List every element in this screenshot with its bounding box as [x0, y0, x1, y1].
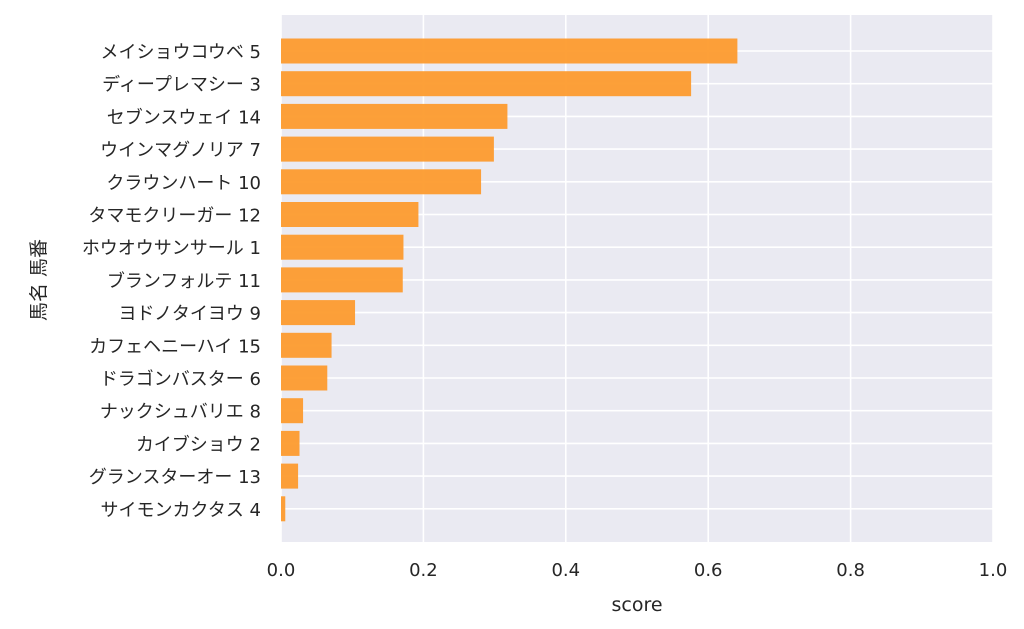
- y-tick-label: グランスターオー 13: [89, 467, 261, 488]
- y-tick-label: ブランフォルテ 11: [107, 270, 261, 292]
- y-tick-label: ウインマグノリア 7: [100, 140, 261, 161]
- bar: [281, 234, 404, 260]
- bar: [281, 136, 494, 162]
- y-tick-label: タマモクリーガー 12: [88, 206, 261, 227]
- y-tick-label: ヨドノタイヨウ 9: [119, 304, 261, 325]
- y-tick-label: ディープレマシー 3: [102, 75, 261, 96]
- x-tick-label: 0.2: [409, 560, 438, 581]
- bar: [281, 300, 356, 326]
- bar: [281, 332, 332, 358]
- bar: [281, 267, 403, 293]
- y-tick-label: ナックシュバリエ 8: [100, 402, 261, 423]
- bar: [281, 169, 482, 195]
- y-tick-label: ドラゴンバスター 6: [100, 369, 261, 390]
- y-tick-label: セブンスウェイ 14: [107, 106, 261, 128]
- y-tick-label: クラウンハート 10: [106, 173, 261, 194]
- x-tick-label: 0.6: [694, 560, 723, 581]
- y-tick-label: サイモンカクタス 4: [101, 500, 261, 521]
- bars: [281, 38, 738, 522]
- bar: [281, 398, 304, 424]
- y-tick-labels: メイショウコウベ 5 ディープレマシー 3 セブンスウェイ 14 ウインマグノリア 7…: [82, 42, 261, 521]
- y-tick-label: カイブショウ 2: [136, 433, 261, 455]
- x-tick-label: 0.8: [836, 560, 865, 581]
- x-tick-label: 1.0: [979, 560, 1008, 581]
- y-tick-label: カフェヘニーハイ 15: [89, 336, 261, 357]
- y-tick-label: メイショウコウベ 5: [101, 42, 261, 63]
- bar: [281, 202, 419, 227]
- bar: [281, 365, 328, 391]
- bar: [281, 103, 508, 129]
- bar: [281, 463, 299, 489]
- bar: [281, 38, 738, 64]
- x-axis-title: score: [611, 594, 662, 616]
- x-tick-label: 0.0: [267, 560, 296, 581]
- bar: [281, 430, 300, 456]
- bar: [281, 496, 286, 522]
- x-tick-label: 0.4: [551, 560, 580, 581]
- y-axis-title: 馬名 馬番: [28, 239, 50, 321]
- y-tick-label: ホウオウサンサール 1: [82, 238, 261, 259]
- x-tick-labels: 0.0 0.2 0.4 0.6 0.8 1.0: [267, 560, 1008, 581]
- bar: [281, 71, 692, 97]
